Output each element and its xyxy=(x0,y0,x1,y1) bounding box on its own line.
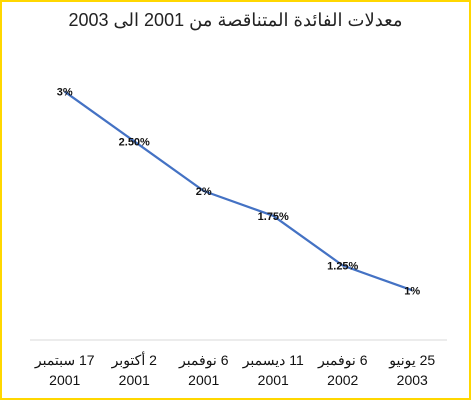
x-tick-label-year: 2001 xyxy=(49,372,81,388)
x-tick-label-date: 11 ديسمبر xyxy=(242,352,304,368)
data-label: 1% xyxy=(404,285,420,297)
x-tick-label: 25 يونيو 2003 xyxy=(373,350,451,390)
x-tick-label-year: 2003 xyxy=(396,372,428,388)
x-tick-label: 6 نوفمبر 2002 xyxy=(304,350,382,390)
x-tick-label: 6 نوفمبر 2001 xyxy=(165,350,243,390)
x-tick-label-year: 2001 xyxy=(257,372,289,388)
series-line xyxy=(64,90,413,292)
x-tick-label: 2 أكتوبر 2001 xyxy=(95,350,173,390)
x-tick-label-year: 2002 xyxy=(327,372,359,388)
data-label: 2.50% xyxy=(119,136,150,148)
x-tick-label-date: 6 نوفمبر xyxy=(178,352,229,368)
x-tick-label: 11 ديسمبر 2001 xyxy=(234,350,312,390)
x-tick-label-date: 6 نوفمبر xyxy=(317,352,368,368)
data-labels: 3% 2.50% 2% 1.75% 1.25% 1% xyxy=(57,87,421,298)
x-tick-label-year: 2001 xyxy=(188,372,220,388)
x-tick-label-date: 25 يونيو xyxy=(389,352,436,368)
data-label: 1.25% xyxy=(327,261,358,273)
data-label: 1.75% xyxy=(258,211,289,223)
chart-title: معدلات الفائدة المتناقصة من 2001 الى 200… xyxy=(68,10,403,30)
data-label: 2% xyxy=(196,186,212,198)
x-tick-label-date: 17 سبتمبر xyxy=(34,352,95,368)
x-tick-label-date: 2 أكتوبر xyxy=(111,352,157,368)
x-tick-label: 17 سبتمبر 2001 xyxy=(26,350,104,390)
data-label: 3% xyxy=(57,87,73,99)
x-tick-label-year: 2001 xyxy=(118,372,150,388)
